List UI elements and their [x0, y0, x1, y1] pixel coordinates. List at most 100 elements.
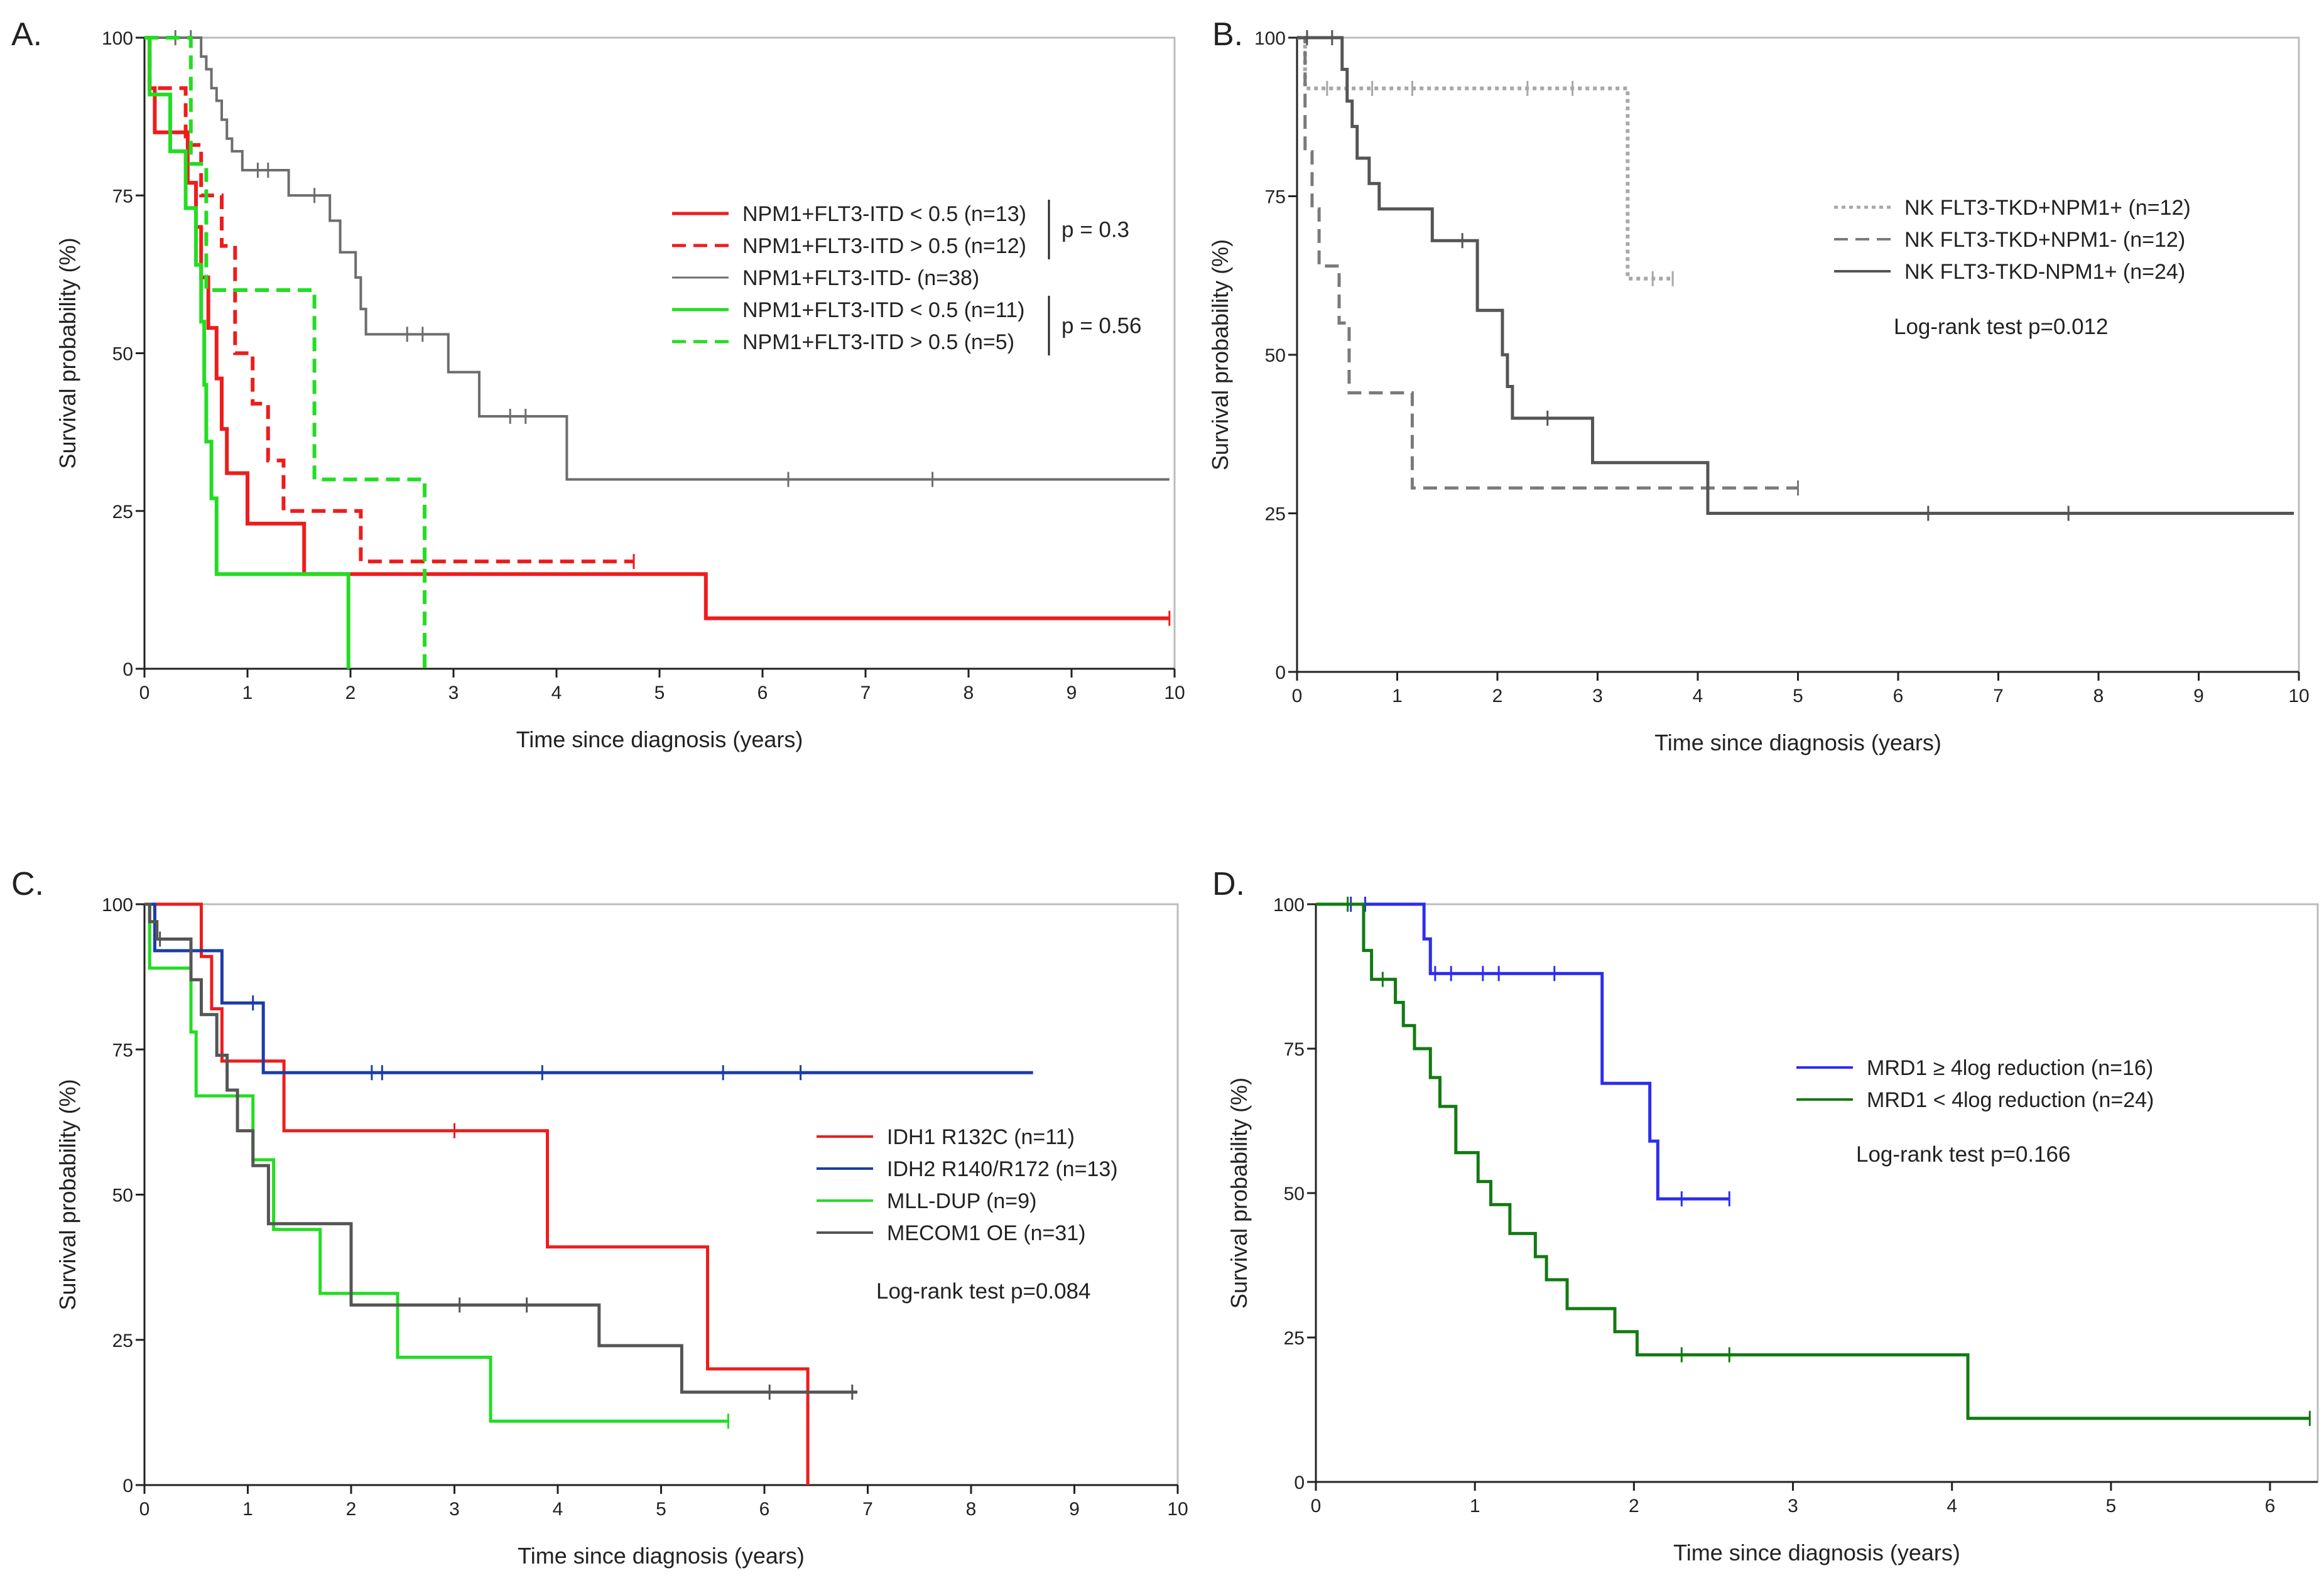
legend-label: IDH1 R132C (n=11): [887, 1125, 1075, 1149]
p-value-label: p = 0.3: [1062, 218, 1129, 242]
x-tick-label: 4: [1693, 686, 1703, 706]
legend-label: NK FLT3-TKD+NPM1+ (n=12): [1904, 196, 2191, 220]
x-tick-label: 7: [861, 683, 871, 703]
x-tick-label: 4: [1947, 1496, 1957, 1516]
y-axis-title: Survival probability (%): [1207, 239, 1233, 470]
panel-d: D. 0 25 50 75 100 0 1 2 3 4 5 6 Time since diagnosis …: [1212, 866, 2319, 1565]
y-tick-label: 0: [1294, 1473, 1305, 1493]
y-tick-label: 0: [122, 659, 133, 680]
x-tick-label: 6: [2265, 1496, 2276, 1516]
x-tick-label: 5: [656, 1499, 666, 1520]
x-tick-label: 0: [139, 1499, 150, 1520]
x-tick-label: 7: [862, 1499, 873, 1520]
km-curve-series-4: [144, 902, 858, 1394]
y-tick-label: 25: [1265, 504, 1286, 525]
km-curve-series-2: [1297, 36, 1798, 490]
plot-frame: [1296, 36, 2300, 673]
legend: NPM1+FLT3-ITD < 0.5 (n=13) NPM1+FLT3-ITD …: [672, 202, 1026, 354]
x-tick-label: 9: [1067, 683, 1077, 703]
y-tick-label: 75: [1284, 1039, 1305, 1060]
y-tick-label: 75: [1265, 187, 1286, 208]
km-curve-series-2: [1316, 902, 2310, 1420]
x-tick-label: 1: [242, 1499, 253, 1520]
x-tick-label: 0: [139, 683, 150, 703]
km-curve-series-3: [144, 902, 729, 1423]
km-curve-series-1: [1297, 36, 1673, 281]
x-tick-label: 8: [966, 1499, 977, 1520]
x-tick-label: 3: [448, 683, 459, 703]
x-tick-label: 5: [654, 683, 665, 703]
km-curve-series-3: [144, 36, 1170, 481]
panel-label: A.: [11, 16, 42, 53]
p-value-label: p = 0.56: [1062, 314, 1141, 338]
y-tick-label: 50: [112, 1186, 133, 1206]
y-tick-label: 25: [112, 502, 133, 522]
x-tick-label: 8: [964, 683, 974, 703]
log-rank-label: Log-rank test p=0.084: [876, 1279, 1091, 1304]
x-axis-title: Time since diagnosis (years): [518, 1543, 805, 1569]
y-axis-title: Survival probability (%): [55, 1079, 80, 1310]
panel-a: A. 0 25 50 75 100 0 1 2 3 4 5 6 7 8 9 10 Time since diagn…: [11, 16, 1185, 752]
x-tick-label: 1: [1392, 686, 1403, 706]
x-tick-label: 6: [1893, 686, 1904, 706]
x-tick-label: 9: [2193, 686, 2204, 706]
y-tick-label: 100: [102, 28, 133, 49]
x-tick-label: 10: [1167, 1499, 1188, 1520]
x-tick-label: 10: [1164, 683, 1185, 703]
x-tick-label: 0: [1311, 1496, 1322, 1516]
x-axis-title: Time since diagnosis (years): [516, 727, 803, 752]
x-tick-label: 1: [242, 683, 253, 703]
panel-label: B.: [1212, 16, 1243, 53]
x-tick-label: 1: [1470, 1496, 1480, 1516]
km-curve-series-2: [144, 36, 634, 564]
legend-label: NPM1+FLT3-ITD > 0.5 (n=12): [742, 234, 1026, 258]
y-tick-label: 50: [112, 344, 133, 365]
km-curve-series-5: [144, 36, 427, 669]
legend: NK FLT3-TKD+NPM1+ (n=12) NK FLT3-TKD+NPM1…: [1834, 196, 2191, 284]
legend-label: NK FLT3-TKD+NPM1- (n=12): [1904, 228, 2185, 252]
x-tick-label: 7: [1993, 686, 2004, 706]
y-tick-label: 25: [112, 1331, 133, 1351]
panel-b: B. 0 25 50 75 100 0 1 2 3 4 5 6 7 8 9 10 Time since diagn…: [1207, 16, 2310, 755]
x-tick-label: 3: [1592, 686, 1603, 706]
y-tick-label: 25: [1284, 1328, 1305, 1349]
legend-label: NPM1+FLT3-ITD < 0.5 (n=13): [742, 202, 1026, 226]
y-tick-label: 100: [102, 895, 133, 916]
km-curve-series-1: [144, 902, 810, 1485]
legend-label: MLL-DUP (n=9): [887, 1189, 1036, 1213]
y-tick-label: 0: [122, 1476, 133, 1496]
x-tick-label: 8: [2093, 686, 2104, 706]
km-curve-series-4: [144, 36, 350, 669]
x-tick-label: 10: [2288, 686, 2309, 706]
log-rank-label: Log-rank test p=0.166: [1856, 1142, 2071, 1167]
log-rank-label: Log-rank test p=0.012: [1894, 315, 2109, 339]
panel-label: D.: [1212, 866, 1245, 902]
legend-label: NPM1+FLT3-ITD < 0.5 (n=11): [742, 298, 1024, 322]
km-curve-series-1: [144, 36, 1170, 620]
legend-label: IDH2 R140/R172 (n=13): [887, 1157, 1118, 1181]
x-tick-label: 0: [1292, 686, 1303, 706]
x-tick-label: 6: [757, 683, 768, 703]
y-tick-label: 75: [112, 186, 133, 207]
x-tick-label: 4: [551, 683, 562, 703]
y-axis-title: Survival probability (%): [1226, 1078, 1252, 1309]
legend: IDH1 R132C (n=11) IDH2 R140/R172 (n=13) ML…: [817, 1125, 1118, 1245]
panel-c: C. 0 25 50 75 100 0 1 2 3 4 5 6 7 8 9 10 Time since diagn…: [11, 866, 1188, 1569]
legend-label: NPM1+FLT3-ITD- (n=38): [742, 266, 979, 290]
y-tick-label: 50: [1284, 1184, 1305, 1204]
x-tick-label: 2: [1492, 686, 1503, 706]
legend-label: MECOM1 OE (n=31): [887, 1221, 1085, 1245]
x-axis-title: Time since diagnosis (years): [1654, 730, 1941, 755]
legend-label: NPM1+FLT3-ITD > 0.5 (n=5): [742, 330, 1014, 354]
x-tick-label: 2: [345, 683, 356, 703]
x-axis-title: Time since diagnosis (years): [1673, 1540, 1960, 1565]
legend: MRD1 ≥ 4log reduction (n=16) MRD1 < 4log …: [1796, 1056, 2154, 1112]
y-tick-label: 100: [1254, 28, 1286, 49]
y-tick-label: 100: [1273, 895, 1305, 916]
x-tick-label: 5: [2106, 1496, 2117, 1516]
legend-label: NK FLT3-TKD-NPM1+ (n=24): [1904, 260, 2185, 284]
y-tick-label: 75: [112, 1040, 133, 1061]
y-tick-label: 50: [1265, 345, 1286, 366]
y-axis-title: Survival probability (%): [55, 237, 80, 468]
